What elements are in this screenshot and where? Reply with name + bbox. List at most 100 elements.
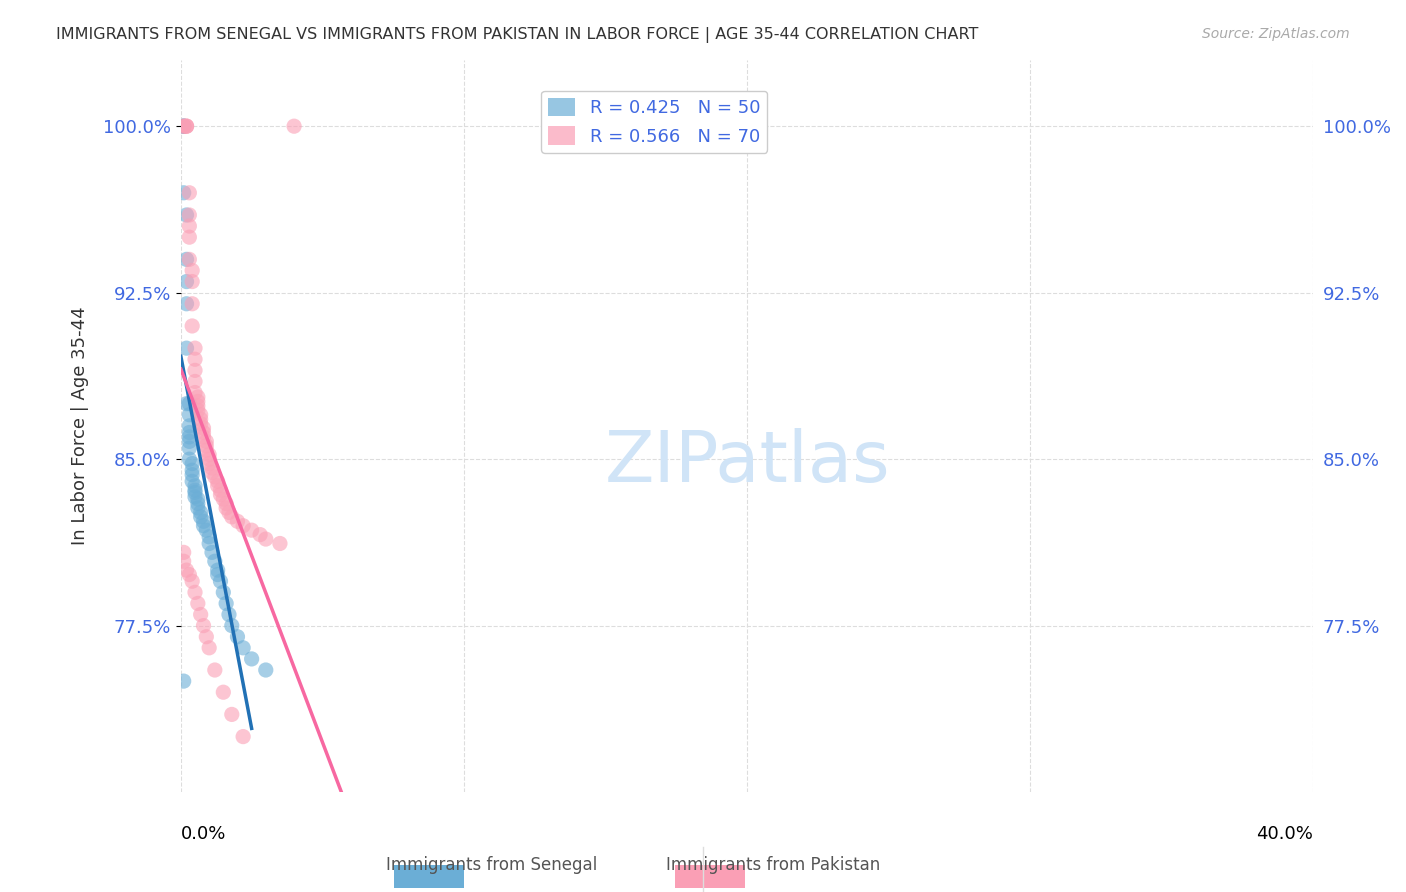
Immigrants from Senegal <box>195 523 218 537</box>
Immigrants from Pakistan <box>240 830 263 844</box>
Immigrants from Pakistan <box>240 523 263 537</box>
Immigrants from Pakistan <box>195 439 218 453</box>
Immigrants from Pakistan <box>190 412 212 426</box>
Text: 0.0%: 0.0% <box>181 825 226 844</box>
Immigrants from Pakistan <box>184 385 207 400</box>
Immigrants from Senegal <box>254 663 277 677</box>
Immigrants from Senegal <box>179 425 201 440</box>
Immigrants from Pakistan <box>173 119 195 133</box>
Text: Immigrants from Pakistan: Immigrants from Pakistan <box>666 856 880 874</box>
Immigrants from Senegal <box>193 518 215 533</box>
Immigrants from Senegal <box>190 505 212 519</box>
Immigrants from Senegal <box>173 119 195 133</box>
Immigrants from Senegal <box>184 483 207 498</box>
Immigrants from Pakistan <box>193 421 215 435</box>
Immigrants from Pakistan <box>173 119 195 133</box>
Immigrants from Senegal <box>184 479 207 493</box>
Immigrants from Senegal <box>173 119 195 133</box>
Immigrants from Pakistan <box>193 430 215 444</box>
Immigrants from Pakistan <box>204 470 226 484</box>
Immigrants from Pakistan <box>269 536 291 550</box>
Immigrants from Senegal <box>212 585 235 599</box>
Immigrants from Pakistan <box>232 518 254 533</box>
Immigrants from Senegal <box>209 574 232 589</box>
Immigrants from Senegal <box>181 457 204 471</box>
Immigrants from Pakistan <box>184 341 207 355</box>
Immigrants from Pakistan <box>179 252 201 267</box>
Immigrants from Pakistan <box>184 585 207 599</box>
Text: 40.0%: 40.0% <box>1257 825 1313 844</box>
Immigrants from Pakistan <box>179 230 201 244</box>
Text: Source: ZipAtlas.com: Source: ZipAtlas.com <box>1202 27 1350 41</box>
Immigrants from Senegal <box>176 397 198 411</box>
Immigrants from Senegal <box>240 652 263 666</box>
Immigrants from Pakistan <box>209 483 232 498</box>
Immigrants from Senegal <box>207 563 229 577</box>
Immigrants from Pakistan <box>181 297 204 311</box>
Immigrants from Pakistan <box>207 479 229 493</box>
Immigrants from Senegal <box>179 434 201 449</box>
Immigrants from Senegal <box>179 430 201 444</box>
Text: Immigrants from Senegal: Immigrants from Senegal <box>387 856 598 874</box>
Immigrants from Pakistan <box>190 417 212 431</box>
Immigrants from Senegal <box>176 297 198 311</box>
Immigrants from Pakistan <box>204 663 226 677</box>
Immigrants from Senegal <box>190 509 212 524</box>
Immigrants from Pakistan <box>190 607 212 622</box>
Immigrants from Pakistan <box>181 574 204 589</box>
Immigrants from Senegal <box>204 554 226 568</box>
Immigrants from Pakistan <box>226 514 249 528</box>
Immigrants from Senegal <box>181 467 204 482</box>
Immigrants from Pakistan <box>209 488 232 502</box>
Immigrants from Senegal <box>215 596 238 610</box>
Immigrants from Pakistan <box>176 563 198 577</box>
Immigrants from Senegal <box>187 492 209 507</box>
Immigrants from Pakistan <box>184 352 207 367</box>
Immigrants from Senegal <box>176 341 198 355</box>
Immigrants from Pakistan <box>173 545 195 559</box>
Immigrants from Pakistan <box>207 475 229 489</box>
Immigrants from Pakistan <box>187 403 209 417</box>
Immigrants from Senegal <box>173 674 195 689</box>
Immigrants from Senegal <box>179 397 201 411</box>
Immigrants from Senegal <box>193 514 215 528</box>
Immigrants from Senegal <box>179 452 201 467</box>
Immigrants from Pakistan <box>179 208 201 222</box>
Immigrants from Pakistan <box>254 532 277 546</box>
Immigrants from Pakistan <box>198 457 221 471</box>
Immigrants from Senegal <box>173 186 195 200</box>
Immigrants from Senegal <box>221 618 243 632</box>
Immigrants from Pakistan <box>198 448 221 462</box>
Immigrants from Senegal <box>198 536 221 550</box>
Immigrants from Pakistan <box>181 263 204 277</box>
Immigrants from Pakistan <box>198 640 221 655</box>
Immigrants from Senegal <box>201 545 224 559</box>
Immigrants from Pakistan <box>193 618 215 632</box>
Immigrants from Senegal <box>187 500 209 515</box>
Immigrants from Pakistan <box>283 119 305 133</box>
Immigrants from Senegal <box>226 630 249 644</box>
Immigrants from Senegal <box>198 530 221 544</box>
Immigrants from Senegal <box>184 490 207 504</box>
Immigrants from Pakistan <box>184 363 207 377</box>
Immigrants from Pakistan <box>221 509 243 524</box>
Legend: R = 0.425   N = 50, R = 0.566   N = 70: R = 0.425 N = 50, R = 0.566 N = 70 <box>541 91 768 153</box>
Immigrants from Pakistan <box>249 527 271 541</box>
Immigrants from Pakistan <box>215 500 238 515</box>
Immigrants from Pakistan <box>184 375 207 389</box>
Immigrants from Pakistan <box>179 186 201 200</box>
Immigrants from Senegal <box>232 640 254 655</box>
Immigrants from Pakistan <box>201 461 224 475</box>
Immigrants from Senegal <box>181 463 204 477</box>
Immigrants from Senegal <box>176 275 198 289</box>
Immigrants from Pakistan <box>187 390 209 404</box>
Immigrants from Senegal <box>173 119 195 133</box>
Immigrants from Pakistan <box>193 425 215 440</box>
Immigrants from Pakistan <box>173 554 195 568</box>
Immigrants from Pakistan <box>212 685 235 699</box>
Immigrants from Pakistan <box>212 492 235 507</box>
Immigrants from Senegal <box>179 441 201 455</box>
Y-axis label: In Labor Force | Age 35-44: In Labor Force | Age 35-44 <box>72 307 89 545</box>
Immigrants from Senegal <box>179 418 201 433</box>
Immigrants from Pakistan <box>195 434 218 449</box>
